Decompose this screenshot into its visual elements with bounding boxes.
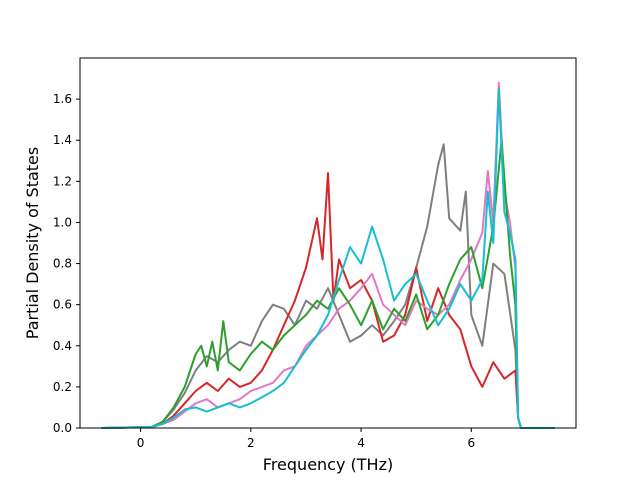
plot-frame: [79, 57, 577, 429]
x-tick-label: 6: [467, 436, 475, 450]
x-tick-label: 0: [137, 436, 145, 450]
y-tick-label: 1.0: [53, 215, 72, 229]
x-axis-title: Frequency (THz): [263, 455, 393, 474]
series-line-2: [101, 172, 555, 429]
y-tick-label: 0.0: [53, 421, 72, 435]
y-tick-label: 0.6: [53, 298, 72, 312]
x-tick-label: 4: [357, 436, 365, 450]
y-axis-title: Partial Density of States: [23, 147, 42, 339]
y-tick-label: 1.2: [53, 174, 72, 188]
y-axis: 0.0 0.2 0.4 0.6 0.8 1.0 1.2 1.4 1.6: [53, 92, 80, 435]
y-tick-label: 1.6: [53, 92, 72, 106]
y-tick-label: 0.4: [53, 339, 72, 353]
y-tick-label: 0.8: [53, 257, 72, 271]
series-line-5: [101, 87, 555, 429]
y-tick-label: 1.4: [53, 133, 72, 147]
x-tick-label: 2: [247, 436, 255, 450]
plot-lines: [101, 81, 555, 429]
series-line-1: [101, 143, 555, 429]
x-axis: 0 2 4 6: [137, 428, 475, 450]
y-tick-label: 0.2: [53, 380, 72, 394]
